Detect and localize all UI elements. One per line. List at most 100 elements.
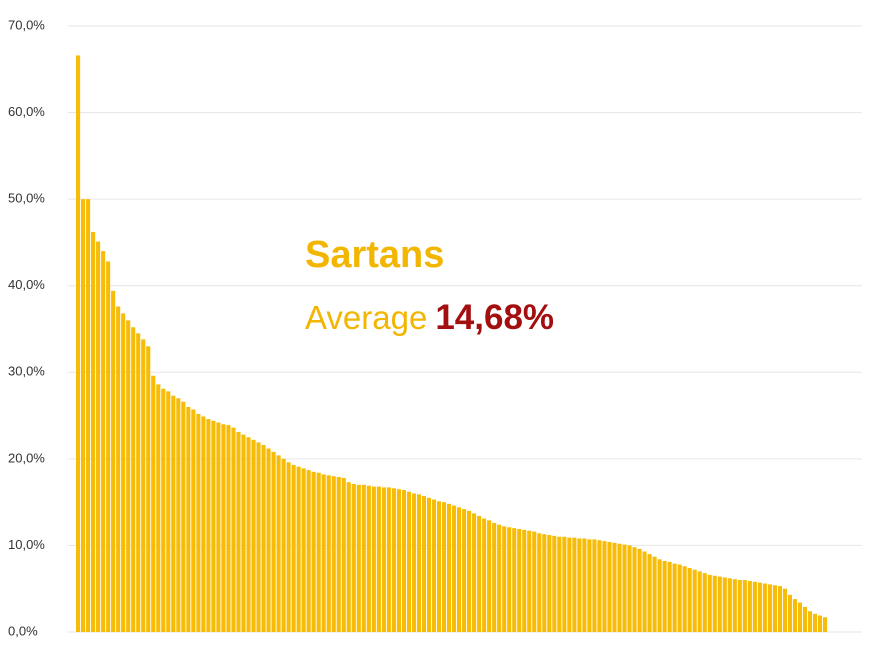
bar: [497, 524, 502, 632]
bar: [467, 510, 472, 632]
bar: [787, 594, 793, 632]
bar: [767, 584, 772, 632]
bar: [276, 455, 281, 632]
bar: [647, 554, 652, 632]
bar: [617, 543, 622, 632]
y-tick-label: 70,0%: [8, 17, 45, 32]
bar: [622, 544, 627, 632]
bar: [386, 487, 391, 632]
bar: [121, 313, 126, 632]
bar: [161, 388, 166, 632]
bar: [792, 599, 798, 632]
bar: [562, 536, 567, 632]
bar: [457, 507, 462, 632]
bar: [737, 580, 742, 632]
bar: [346, 482, 351, 632]
bar: [106, 261, 111, 632]
bar: [336, 477, 341, 632]
bar: [627, 545, 632, 632]
bar: [286, 462, 291, 632]
y-tick-label: 20,0%: [8, 450, 45, 465]
bar: [256, 442, 261, 632]
bar: [577, 538, 582, 632]
annotation-value: 14,68%: [435, 298, 554, 337]
bar: [472, 513, 477, 632]
bar: [381, 487, 386, 632]
bar: [191, 409, 196, 632]
bar: [266, 448, 271, 632]
bar: [742, 580, 747, 632]
bar: [677, 564, 682, 632]
bar: [582, 538, 587, 632]
bar: [612, 542, 617, 632]
bar: [181, 401, 186, 632]
bar: [171, 395, 176, 632]
bar: [446, 503, 452, 632]
bar: [707, 574, 712, 632]
y-tick-label: 50,0%: [8, 191, 45, 206]
bar: [111, 290, 116, 632]
bar: [426, 497, 432, 632]
bar: [206, 419, 211, 632]
bar: [547, 535, 552, 632]
bar: [682, 566, 687, 632]
bar: [371, 486, 376, 632]
bar: [146, 346, 151, 632]
bar: [366, 485, 371, 632]
bar: [462, 509, 467, 632]
bar: [667, 561, 672, 632]
bar: [301, 468, 306, 632]
bar: [772, 585, 777, 632]
bar: [271, 451, 276, 632]
bar: [732, 579, 737, 632]
bar: [391, 488, 396, 632]
bar: [752, 581, 757, 632]
bar: [246, 437, 251, 632]
bar: [436, 501, 442, 632]
bar: [431, 499, 437, 632]
bar: [747, 580, 752, 632]
bar: [396, 489, 401, 632]
bar: [311, 471, 316, 632]
bar: [637, 548, 642, 632]
bar: [416, 494, 422, 632]
bar: [777, 586, 782, 632]
bar: [507, 527, 512, 632]
bar: [156, 384, 161, 632]
bar: [542, 534, 547, 632]
bar: [642, 551, 647, 632]
bar: [477, 515, 482, 632]
bar: [361, 484, 366, 632]
bar: [91, 232, 96, 633]
bar: [76, 55, 81, 633]
y-tick-label: 0,0%: [8, 623, 38, 638]
bar: [572, 537, 577, 632]
bar: [597, 540, 602, 632]
bar: [712, 575, 717, 632]
bar: [632, 547, 637, 632]
bar: [552, 535, 557, 632]
bar: [291, 464, 296, 632]
bar: [567, 537, 572, 632]
bar: [692, 569, 697, 632]
bar: [797, 602, 803, 632]
bar: [722, 577, 727, 632]
bar: [331, 476, 336, 632]
annotation-title: Sartans: [305, 234, 444, 276]
bar: [517, 528, 522, 632]
bar: [376, 486, 381, 632]
bar: [512, 528, 517, 632]
y-tick-label: 10,0%: [8, 537, 45, 552]
bar: [86, 199, 91, 632]
bar: [241, 434, 246, 632]
bar: [662, 561, 667, 632]
bar: [351, 483, 356, 632]
bar: [216, 422, 221, 632]
bar: [502, 526, 507, 632]
bar: [251, 439, 256, 632]
bar: [802, 606, 808, 632]
bar: [101, 251, 106, 633]
bar: [421, 496, 427, 632]
bar: [221, 424, 226, 632]
